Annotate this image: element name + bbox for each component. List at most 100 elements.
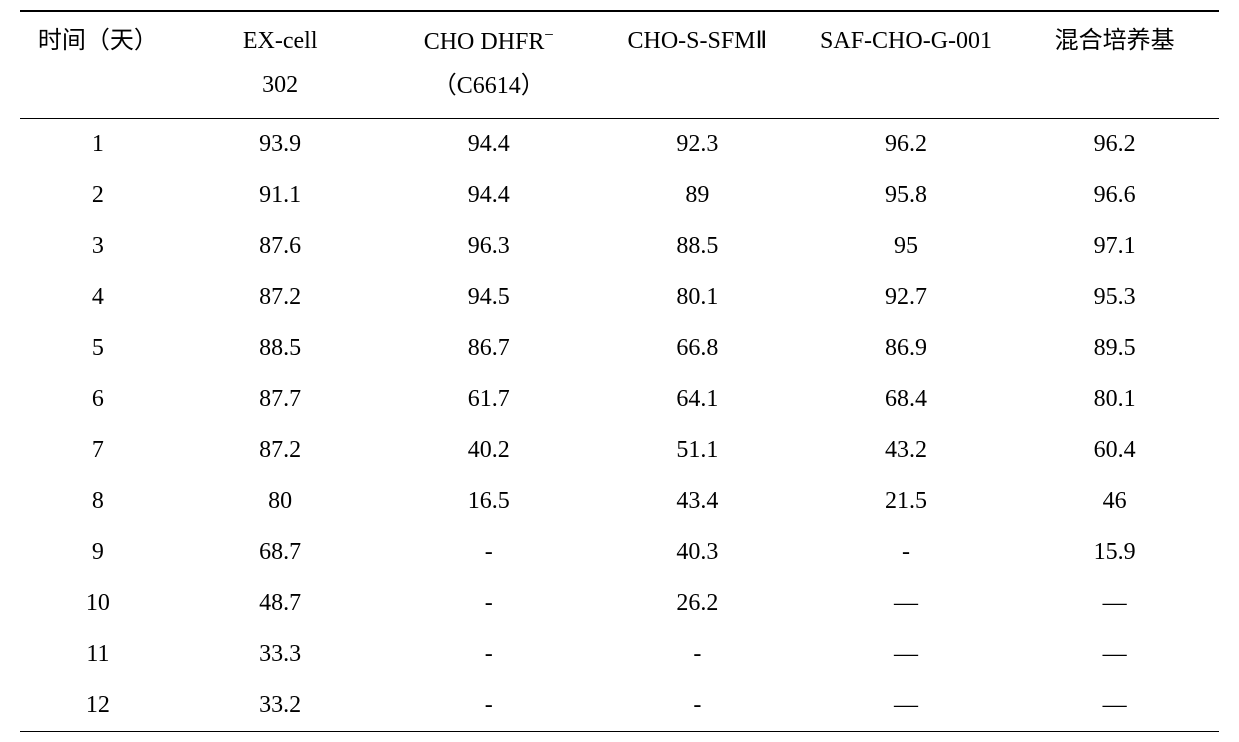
- cell-value: 33.3: [176, 629, 385, 680]
- cell-value: 96.2: [802, 118, 1011, 170]
- cell-time: 7: [20, 425, 176, 476]
- cell-value: 97.1: [1010, 221, 1219, 272]
- cell-time: 11: [20, 629, 176, 680]
- cell-value: 93.9: [176, 118, 385, 170]
- cell-value: 87.2: [176, 272, 385, 323]
- cell-value: —: [1010, 578, 1219, 629]
- superscript-minus: −: [544, 25, 553, 44]
- column-header-mixed: 混合培养基: [1010, 11, 1219, 118]
- table-row: 7 87.2 40.2 51.1 43.2 60.4: [20, 425, 1219, 476]
- cell-value: 94.5: [384, 272, 593, 323]
- cell-value: 21.5: [802, 476, 1011, 527]
- cell-value: 96.3: [384, 221, 593, 272]
- cell-value: 26.2: [593, 578, 802, 629]
- header-label: SAF-CHO-G-001: [810, 22, 1003, 60]
- cell-value: 95.8: [802, 170, 1011, 221]
- table-row: 4 87.2 94.5 80.1 92.7 95.3: [20, 272, 1219, 323]
- cell-value: —: [1010, 680, 1219, 732]
- cell-value: 40.2: [384, 425, 593, 476]
- table-row: 1 93.9 94.4 92.3 96.2 96.2: [20, 118, 1219, 170]
- cell-value: —: [802, 578, 1011, 629]
- header-label: EX-cell: [184, 22, 377, 60]
- cell-time: 12: [20, 680, 176, 732]
- cell-value: 51.1: [593, 425, 802, 476]
- table-row: 6 87.7 61.7 64.1 68.4 80.1: [20, 374, 1219, 425]
- cell-value: 61.7: [384, 374, 593, 425]
- cell-value: 80: [176, 476, 385, 527]
- table-body: 1 93.9 94.4 92.3 96.2 96.2 2 91.1 94.4 8…: [20, 118, 1219, 731]
- cell-value: 94.4: [384, 170, 593, 221]
- cell-value: 43.2: [802, 425, 1011, 476]
- culture-data-table: 时间（天） EX-cell 302 CHO DHFR− （C6614） CHO-…: [20, 10, 1219, 732]
- cell-value: 94.4: [384, 118, 593, 170]
- cell-time: 9: [20, 527, 176, 578]
- table-row: 5 88.5 86.7 66.8 86.9 89.5: [20, 323, 1219, 374]
- cell-value: -: [384, 680, 593, 732]
- cell-value: -: [384, 629, 593, 680]
- header-label: 时间（天）: [28, 22, 168, 60]
- header-label-line2: 302: [184, 66, 377, 104]
- cell-value: 86.9: [802, 323, 1011, 374]
- cell-value: —: [802, 629, 1011, 680]
- header-label: 混合培养基: [1018, 22, 1211, 60]
- cell-value: —: [802, 680, 1011, 732]
- cell-value: 95.3: [1010, 272, 1219, 323]
- cell-value: 87.6: [176, 221, 385, 272]
- cell-value: 87.2: [176, 425, 385, 476]
- cell-value: 95: [802, 221, 1011, 272]
- cell-value: 88.5: [176, 323, 385, 374]
- cell-value: 80.1: [593, 272, 802, 323]
- cell-value: —: [1010, 629, 1219, 680]
- cell-value: -: [593, 680, 802, 732]
- cell-value: 16.5: [384, 476, 593, 527]
- cell-value: 15.9: [1010, 527, 1219, 578]
- header-label: CHO DHFR−: [392, 22, 585, 61]
- cell-value: 96.2: [1010, 118, 1219, 170]
- column-header-chodhfr: CHO DHFR− （C6614）: [384, 11, 593, 118]
- column-header-safcho: SAF-CHO-G-001: [802, 11, 1011, 118]
- cell-time: 4: [20, 272, 176, 323]
- cell-time: 3: [20, 221, 176, 272]
- header-label-line2: （C6614）: [392, 67, 585, 105]
- cell-time: 8: [20, 476, 176, 527]
- column-header-time: 时间（天）: [20, 11, 176, 118]
- column-header-chossfm: CHO-S-SFMⅡ: [593, 11, 802, 118]
- cell-value: 68.4: [802, 374, 1011, 425]
- cell-value: -: [593, 629, 802, 680]
- cell-value: 46: [1010, 476, 1219, 527]
- header-label: CHO-S-SFMⅡ: [601, 22, 794, 60]
- cell-value: -: [802, 527, 1011, 578]
- table-row: 8 80 16.5 43.4 21.5 46: [20, 476, 1219, 527]
- cell-value: 89: [593, 170, 802, 221]
- cell-value: 92.7: [802, 272, 1011, 323]
- cell-value: 40.3: [593, 527, 802, 578]
- table-row: 11 33.3 - - — —: [20, 629, 1219, 680]
- cell-time: 10: [20, 578, 176, 629]
- cell-value: 68.7: [176, 527, 385, 578]
- cell-time: 6: [20, 374, 176, 425]
- table-header-row: 时间（天） EX-cell 302 CHO DHFR− （C6614） CHO-…: [20, 11, 1219, 118]
- table-row: 9 68.7 - 40.3 - 15.9: [20, 527, 1219, 578]
- cell-value: 66.8: [593, 323, 802, 374]
- table-row: 10 48.7 - 26.2 — —: [20, 578, 1219, 629]
- cell-value: 48.7: [176, 578, 385, 629]
- cell-value: 87.7: [176, 374, 385, 425]
- cell-value: 80.1: [1010, 374, 1219, 425]
- cell-value: 43.4: [593, 476, 802, 527]
- cell-value: -: [384, 527, 593, 578]
- cell-value: 86.7: [384, 323, 593, 374]
- column-header-excell: EX-cell 302: [176, 11, 385, 118]
- cell-value: 60.4: [1010, 425, 1219, 476]
- cell-value: 92.3: [593, 118, 802, 170]
- cell-value: 64.1: [593, 374, 802, 425]
- cell-time: 2: [20, 170, 176, 221]
- cell-value: -: [384, 578, 593, 629]
- table-row: 2 91.1 94.4 89 95.8 96.6: [20, 170, 1219, 221]
- cell-value: 96.6: [1010, 170, 1219, 221]
- cell-value: 88.5: [593, 221, 802, 272]
- cell-time: 5: [20, 323, 176, 374]
- table-row: 12 33.2 - - — —: [20, 680, 1219, 732]
- cell-value: 33.2: [176, 680, 385, 732]
- cell-value: 91.1: [176, 170, 385, 221]
- cell-time: 1: [20, 118, 176, 170]
